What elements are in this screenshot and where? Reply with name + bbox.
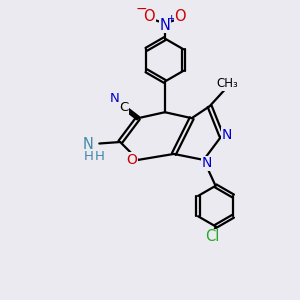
Text: N: N	[201, 157, 212, 170]
Text: O: O	[126, 153, 137, 167]
Text: N: N	[160, 18, 170, 33]
Text: N: N	[110, 92, 120, 105]
Text: H: H	[83, 150, 93, 164]
Text: CH₃: CH₃	[217, 77, 238, 90]
Text: N: N	[83, 137, 94, 152]
Text: O: O	[144, 9, 155, 24]
Text: O: O	[175, 9, 186, 24]
Text: −: −	[135, 2, 147, 16]
Text: C: C	[119, 101, 128, 114]
Text: +: +	[167, 14, 176, 24]
Text: H: H	[94, 150, 104, 163]
Text: Cl: Cl	[206, 229, 220, 244]
Text: N: N	[222, 128, 232, 142]
